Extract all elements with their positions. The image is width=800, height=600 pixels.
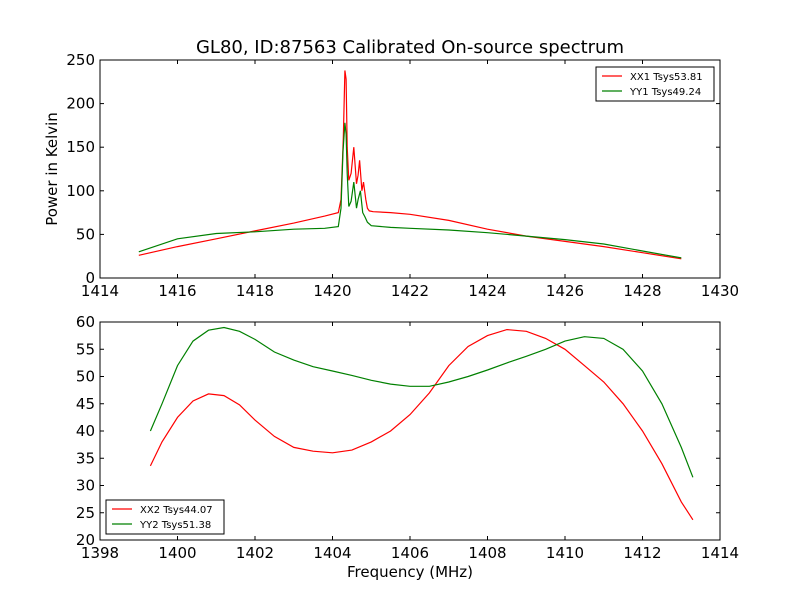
y-tick-label: 45 [76,395,95,413]
x-axis-label: Frequency (MHz) [347,563,473,581]
y-tick-label: 20 [76,531,95,549]
series-line-1 [149,328,694,521]
y-tick-label: 100 [66,182,95,200]
legend-label: XX1 Tsys53.81 [630,72,703,83]
y-tick-label: 25 [76,504,95,522]
x-tick-label: 1404 [313,544,351,562]
y-tick-label: 40 [76,422,95,440]
series-line-2 [138,122,682,259]
x-tick-label: 1412 [623,544,661,562]
series-line-2 [149,326,694,478]
y-tick-label: 55 [76,340,95,358]
x-tick-label: 1426 [546,282,584,300]
x-tick-label: 1418 [236,282,274,300]
x-tick-label: 1420 [313,282,351,300]
y-axis-label: Power in Kelvin [43,112,61,226]
legend: XX2 Tsys44.07 YY2 Tsys51.38 [105,499,225,535]
top-chart: 1414 1416 1418 1420 1422 1424 1426 1428 1430 0 50 1… [43,51,739,300]
series-line-1 [138,70,682,260]
legend-label: YY2 Tsys51.38 [139,520,211,531]
y-tick-label: 35 [76,449,95,467]
chart-title: GL80, ID:87563 Calibrated On-source spec… [196,37,624,58]
legend-box [595,66,715,102]
y-tick-label: 150 [66,138,95,156]
x-tick-label: 1428 [623,282,661,300]
x-tick-label: 1430 [701,282,739,300]
x-tick-label: 1408 [468,544,506,562]
legend-label: YY1 Tsys49.24 [629,87,701,98]
y-tick-label: 30 [76,477,95,495]
x-tick-label: 1414 [81,282,119,300]
legend-box [105,499,225,535]
x-tick-label: 1406 [391,544,429,562]
legend-label: XX2 Tsys44.07 [140,505,213,516]
x-tick-label: 1398 [81,544,119,562]
y-tick-label: 50 [76,368,95,386]
y-tick-label: 0 [85,269,95,287]
y-tick-label: 60 [76,313,95,331]
x-tick-label: 1424 [468,282,506,300]
y-tick-label: 250 [66,51,95,69]
x-tick-label: 1416 [158,282,196,300]
x-tick-label: 1410 [546,544,584,562]
legend: XX1 Tsys53.81 YY1 Tsys49.24 [595,66,715,102]
bottom-chart: 1398 1400 1402 1404 1406 1408 1410 1412 1414 20 25… [76,313,739,581]
y-tick-label: 200 [66,95,95,113]
x-tick-label: 1422 [391,282,429,300]
x-tick-label: 1400 [158,544,196,562]
x-tick-label: 1414 [701,544,739,562]
y-tick-label: 50 [76,225,95,243]
x-tick-label: 1402 [236,544,274,562]
